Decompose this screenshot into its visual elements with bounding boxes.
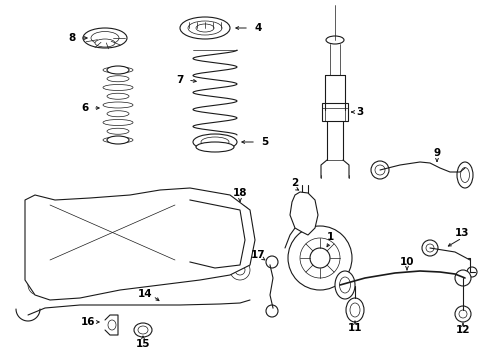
Text: 10: 10 (400, 257, 414, 267)
Circle shape (426, 244, 434, 252)
Ellipse shape (83, 28, 127, 48)
Ellipse shape (335, 271, 355, 299)
Ellipse shape (107, 76, 129, 82)
Ellipse shape (461, 167, 469, 183)
Ellipse shape (91, 32, 119, 45)
Text: 15: 15 (136, 339, 150, 349)
Circle shape (310, 248, 330, 268)
Text: 17: 17 (251, 250, 265, 260)
Circle shape (300, 238, 340, 278)
Circle shape (28, 275, 48, 295)
Ellipse shape (326, 36, 344, 44)
Ellipse shape (180, 17, 230, 39)
Ellipse shape (200, 214, 236, 262)
Circle shape (266, 305, 278, 317)
Text: 11: 11 (348, 323, 362, 333)
Circle shape (33, 205, 43, 215)
Ellipse shape (134, 323, 152, 337)
Circle shape (422, 240, 438, 256)
Circle shape (230, 260, 250, 280)
Ellipse shape (107, 136, 129, 144)
Text: 2: 2 (292, 178, 298, 188)
Ellipse shape (108, 320, 116, 330)
Ellipse shape (193, 134, 237, 150)
Circle shape (455, 306, 471, 322)
Ellipse shape (196, 142, 234, 152)
Text: 5: 5 (261, 137, 269, 147)
Ellipse shape (103, 85, 133, 90)
Ellipse shape (95, 39, 115, 47)
Ellipse shape (340, 277, 350, 293)
Circle shape (467, 267, 477, 277)
Ellipse shape (107, 128, 129, 134)
Text: 3: 3 (356, 107, 364, 117)
Polygon shape (25, 188, 255, 300)
Ellipse shape (107, 66, 129, 74)
Circle shape (371, 161, 389, 179)
Text: 18: 18 (233, 188, 247, 198)
Text: 8: 8 (69, 33, 75, 43)
Ellipse shape (196, 24, 214, 32)
Ellipse shape (208, 223, 228, 253)
Ellipse shape (188, 21, 222, 35)
Ellipse shape (107, 111, 129, 117)
Ellipse shape (102, 223, 157, 261)
Ellipse shape (457, 162, 473, 188)
Ellipse shape (103, 67, 133, 73)
Text: 14: 14 (138, 289, 152, 299)
Ellipse shape (201, 137, 229, 147)
Ellipse shape (103, 102, 133, 108)
Circle shape (230, 205, 250, 225)
Circle shape (375, 165, 385, 175)
Ellipse shape (350, 303, 360, 317)
Circle shape (459, 310, 467, 318)
Ellipse shape (107, 93, 129, 99)
Circle shape (235, 265, 245, 275)
Circle shape (288, 226, 352, 290)
Text: 16: 16 (81, 317, 95, 327)
Bar (322, 103, 348, 121)
Polygon shape (290, 192, 318, 235)
Circle shape (235, 210, 245, 220)
Ellipse shape (103, 137, 133, 143)
Text: 6: 6 (81, 103, 89, 113)
Ellipse shape (103, 120, 133, 126)
Text: 1: 1 (326, 232, 334, 242)
Text: 12: 12 (456, 325, 470, 335)
Circle shape (266, 256, 278, 268)
Ellipse shape (138, 326, 148, 334)
Text: 9: 9 (434, 148, 441, 158)
Text: 13: 13 (455, 228, 469, 238)
Text: 4: 4 (254, 23, 262, 33)
Circle shape (455, 270, 471, 286)
Circle shape (33, 280, 43, 290)
Text: 7: 7 (176, 75, 184, 85)
Ellipse shape (346, 298, 364, 322)
Ellipse shape (90, 215, 170, 270)
Circle shape (28, 200, 48, 220)
